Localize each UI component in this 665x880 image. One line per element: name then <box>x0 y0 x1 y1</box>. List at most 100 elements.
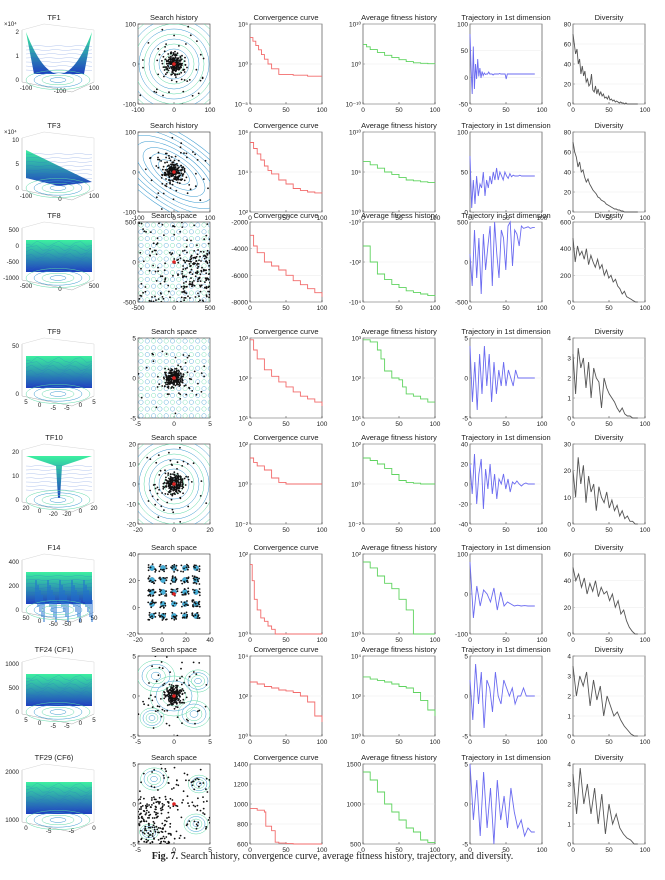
box-axis <box>21 344 95 407</box>
search-agent <box>183 169 186 172</box>
search-plot-area <box>138 338 210 418</box>
contour-line <box>201 249 207 255</box>
search-agent <box>201 266 203 269</box>
box-axis <box>21 560 95 623</box>
search-agent <box>179 677 181 680</box>
search-agent <box>192 671 195 673</box>
contour-line <box>182 399 188 405</box>
search-agent <box>150 799 153 801</box>
contour-line <box>138 448 210 520</box>
search-agent <box>196 579 199 581</box>
search-agent <box>138 840 140 843</box>
search-agent <box>180 579 183 582</box>
search-agent <box>167 840 170 843</box>
search-agent <box>184 267 187 270</box>
search-agent <box>182 282 185 284</box>
contour-line <box>151 413 156 418</box>
search-agent <box>205 826 208 828</box>
search-agent <box>151 495 154 498</box>
search-agent <box>172 274 174 277</box>
search-agent <box>178 370 181 373</box>
search-agent <box>175 80 178 83</box>
search-agent <box>176 689 178 692</box>
search-agent <box>186 463 189 465</box>
search-agent <box>174 368 176 370</box>
search-agent <box>142 700 145 703</box>
search-agent <box>160 505 163 508</box>
y-tick-label: 20 <box>564 468 572 475</box>
contour-line <box>140 767 168 791</box>
search-agent <box>190 268 193 271</box>
surface-mesh <box>25 368 92 376</box>
search-agent <box>156 486 159 489</box>
search-agent <box>157 789 159 791</box>
y-tick-label: 1000 <box>234 802 249 809</box>
search-agent <box>164 577 167 580</box>
contour-line <box>182 270 188 275</box>
search-agent <box>186 773 189 776</box>
search-agent <box>196 617 199 619</box>
search-agent <box>190 481 193 483</box>
search-agent <box>181 688 184 690</box>
search-agent <box>181 273 184 275</box>
contour-line <box>138 338 144 344</box>
search-agent <box>165 820 168 823</box>
search-agent <box>171 252 174 255</box>
search-agent <box>180 296 183 299</box>
search-agent <box>206 252 209 255</box>
contour-line <box>195 386 201 391</box>
search-agent <box>163 385 166 388</box>
y-tick-label: 10¹⁰ <box>349 129 361 137</box>
search-agent <box>169 832 171 835</box>
search-agent <box>139 790 141 793</box>
search-agent <box>184 64 187 66</box>
search-agent <box>160 715 163 718</box>
search-agent <box>208 816 210 819</box>
search-agent <box>179 475 182 478</box>
contour-line <box>138 413 144 418</box>
contour-line <box>201 358 207 364</box>
search-agent <box>138 372 140 375</box>
search-agent <box>192 565 195 568</box>
search-agent <box>169 671 172 673</box>
search-agent <box>199 768 202 771</box>
search-agent <box>154 656 157 658</box>
search-agent <box>155 253 158 256</box>
surface-mesh <box>25 806 93 814</box>
search-agent <box>183 249 186 252</box>
search-agent <box>164 152 167 155</box>
box-grid <box>21 655 95 714</box>
panel-title: Convergence curve <box>253 753 318 762</box>
y-tick-label: 60 <box>564 150 572 157</box>
search-agent <box>180 477 182 479</box>
search-agent <box>148 299 151 302</box>
series-line <box>572 347 638 419</box>
surface-mesh <box>25 380 93 388</box>
search-agent <box>163 69 166 71</box>
search-agent <box>183 616 185 619</box>
search-agent <box>148 824 150 827</box>
panel-title: Diversity <box>595 13 624 22</box>
search-agent <box>203 269 206 272</box>
contour-line <box>163 392 169 398</box>
contour-line <box>207 393 210 398</box>
search-agent <box>161 802 164 805</box>
floor-contour <box>25 600 91 620</box>
contour-line <box>163 276 169 282</box>
contour-line <box>147 773 161 785</box>
contour-line <box>188 263 194 269</box>
search-agent <box>170 79 173 82</box>
search-agent <box>189 280 191 283</box>
search-agent <box>208 238 210 240</box>
search-agent <box>153 582 155 585</box>
search-agent <box>205 502 208 504</box>
search-agent <box>209 281 210 284</box>
y-tick-label: 20 <box>129 442 137 449</box>
search-agent <box>165 694 168 697</box>
search-agent <box>151 832 154 835</box>
y-tick-label: 40 <box>129 552 137 559</box>
contour-line <box>207 297 210 302</box>
